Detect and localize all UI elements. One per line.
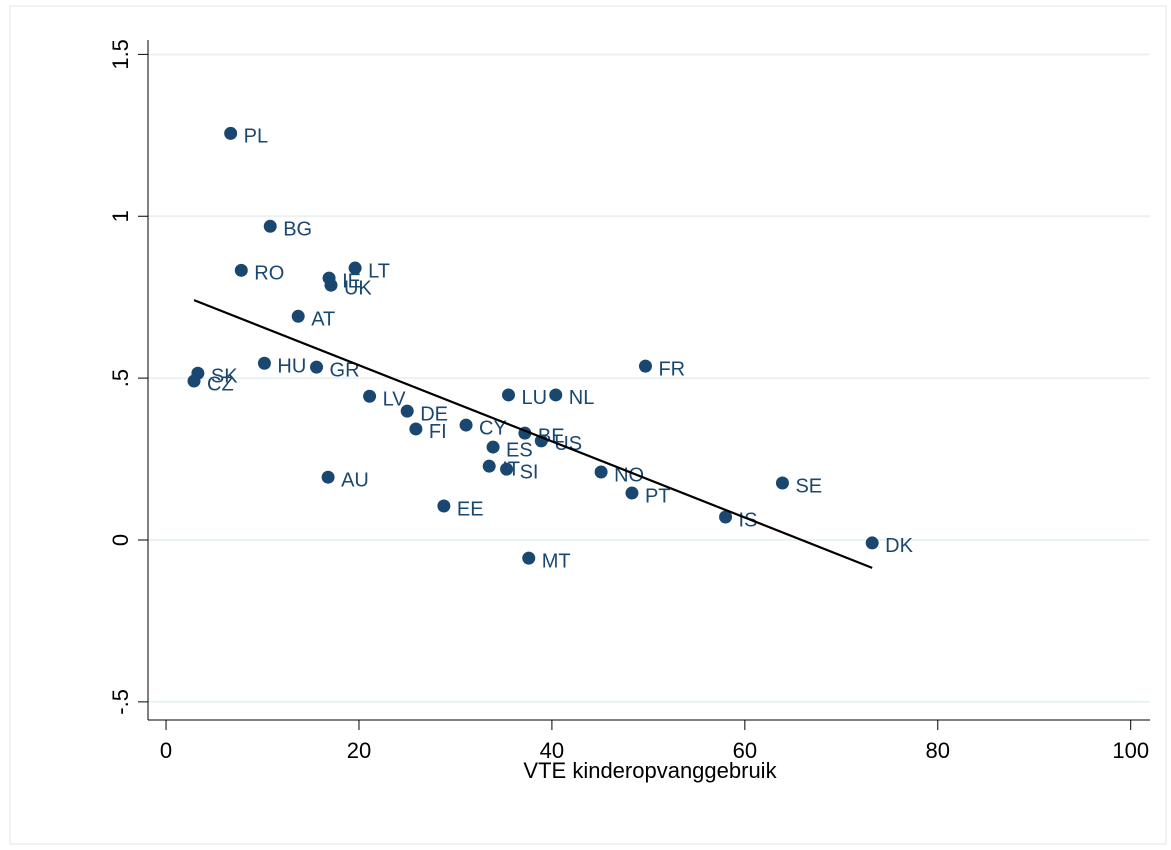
point-label: AU — [341, 469, 369, 491]
y-tick-label: 1.5 — [108, 39, 133, 70]
y-tick-label: -.5 — [108, 689, 133, 715]
y-tick-label: 1 — [108, 210, 133, 222]
point-label: LU — [521, 387, 547, 409]
point-label: SE — [795, 475, 822, 497]
point — [459, 418, 473, 432]
point — [437, 499, 451, 513]
point-label: CY — [479, 417, 507, 439]
x-tick-label: 80 — [926, 738, 950, 763]
point-label: SI — [520, 461, 539, 483]
point — [638, 359, 652, 373]
point — [224, 126, 238, 140]
point-label: NL — [569, 387, 595, 409]
x-tick-label: 100 — [1112, 738, 1149, 763]
point-label: SK — [211, 366, 238, 388]
point — [409, 422, 423, 436]
point — [500, 462, 514, 476]
point — [549, 388, 563, 402]
frame — [9, 5, 1167, 845]
point — [775, 476, 789, 490]
point-label: AT — [311, 309, 335, 331]
point — [865, 536, 879, 550]
point-label: PL — [244, 126, 268, 148]
point-label: PT — [645, 485, 671, 507]
point — [263, 219, 277, 233]
point — [187, 374, 201, 388]
point-label: RO — [254, 263, 284, 285]
fit-line — [193, 299, 873, 569]
point — [291, 309, 305, 323]
y-tick-label: 0 — [108, 534, 133, 546]
x-tick-label: 60 — [733, 738, 757, 763]
point-label: UK — [344, 277, 372, 299]
point — [321, 470, 335, 484]
point — [486, 440, 500, 454]
point — [257, 356, 271, 370]
x-tick-label: 40 — [540, 738, 564, 763]
y-tick-label: .5 — [108, 369, 133, 387]
point-label: GR — [330, 359, 360, 381]
point-label: FR — [658, 358, 685, 380]
point — [625, 486, 639, 500]
point — [348, 261, 362, 275]
point-label: IS — [739, 509, 758, 531]
point-label: HU — [277, 356, 306, 378]
point — [310, 360, 324, 374]
point-label: DK — [885, 535, 913, 557]
point-label: ES — [506, 439, 533, 461]
point — [400, 404, 414, 418]
point-label: EE — [457, 498, 484, 520]
point-label: DE — [420, 403, 448, 425]
point-label: IE — [342, 270, 361, 292]
point — [719, 510, 733, 524]
point-label: CZ — [207, 373, 234, 395]
point-label: LV — [383, 389, 407, 411]
point-label: FI — [429, 421, 447, 443]
point — [324, 278, 338, 292]
point — [234, 263, 248, 277]
x-axis-label: VTE kinderopvanggebruik — [523, 758, 777, 783]
point — [594, 465, 608, 479]
x-tick-label: 20 — [347, 738, 371, 763]
point-label: BG — [283, 219, 312, 241]
point-label: LT — [368, 260, 390, 282]
point — [501, 388, 515, 402]
point — [363, 389, 377, 403]
point-label: MT — [542, 550, 571, 572]
point — [522, 551, 536, 565]
x-tick-label: 0 — [160, 738, 172, 763]
point — [482, 459, 496, 473]
